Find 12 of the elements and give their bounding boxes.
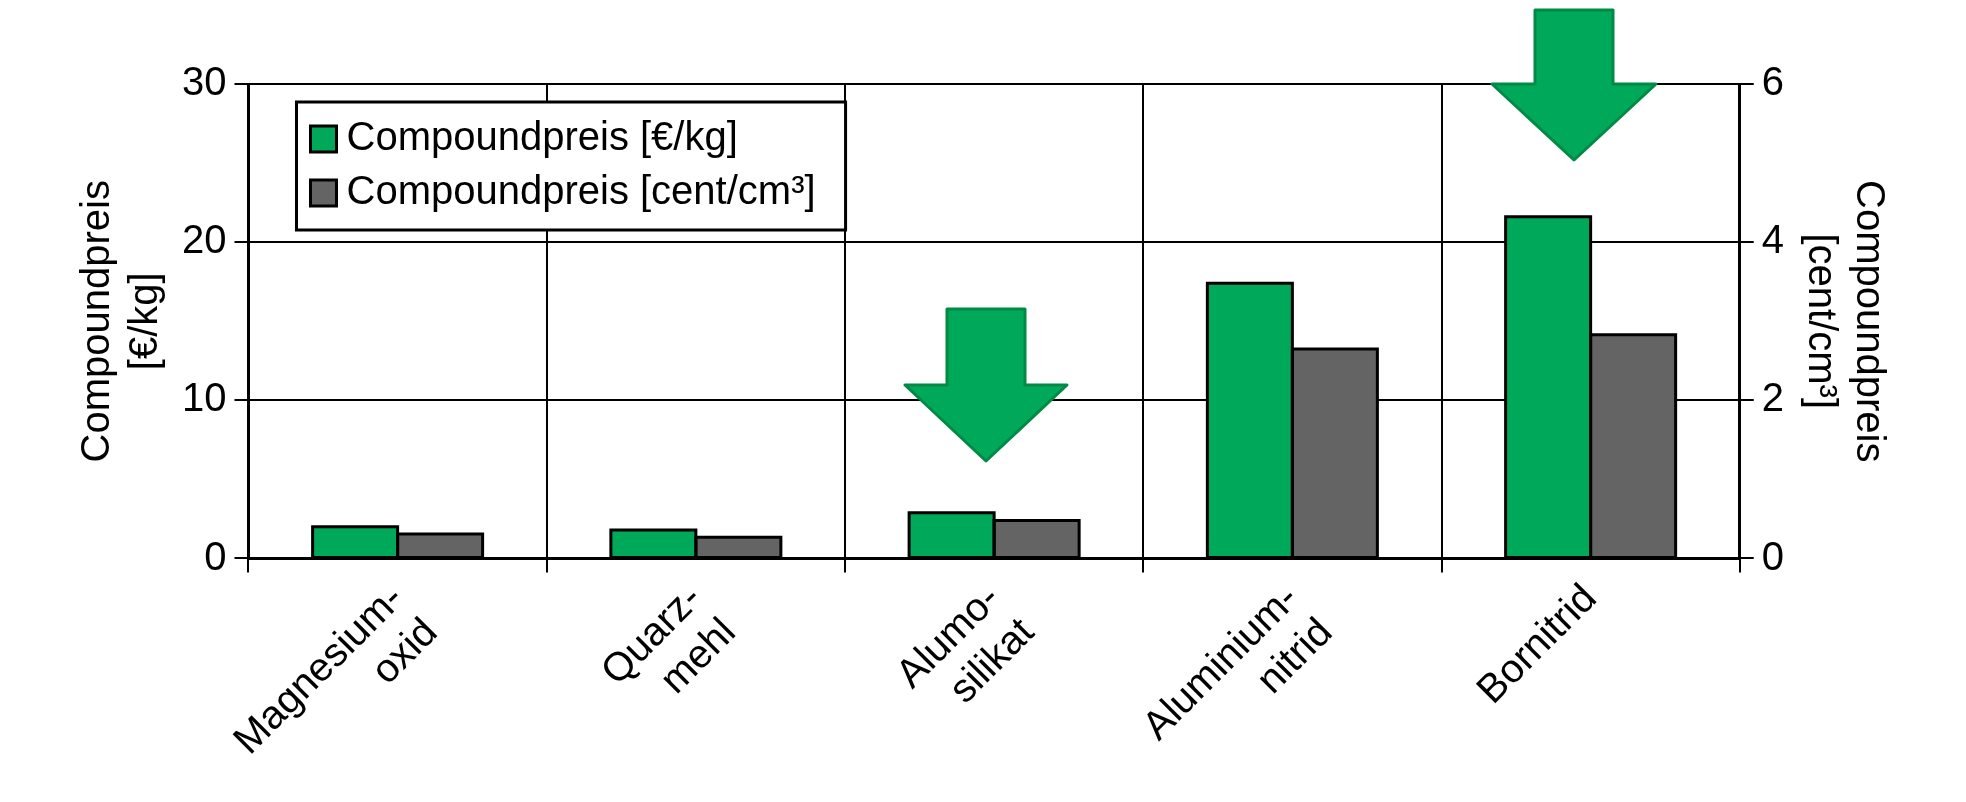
y2-tick-label: 2 (1761, 375, 1784, 420)
y-tick-label: 20 (181, 217, 227, 262)
y-tick-label: 10 (181, 375, 227, 420)
legend-label: Compoundpreis [€/kg] (346, 114, 738, 159)
y-axis-title: Compoundpreis [€/kg] (73, 180, 166, 463)
legend-label: Compoundpreis [cent/cm³] (346, 168, 816, 213)
y2-axis-title: Compoundpreis [cent/cm³] (1800, 180, 1893, 463)
y2-tick-label: 6 (1761, 59, 1784, 104)
y-tick-label: 0 (204, 533, 227, 578)
y-tick-label: 30 (181, 59, 227, 104)
y2-tick-label: 0 (1761, 533, 1784, 578)
y2-tick-label: 4 (1761, 217, 1784, 262)
